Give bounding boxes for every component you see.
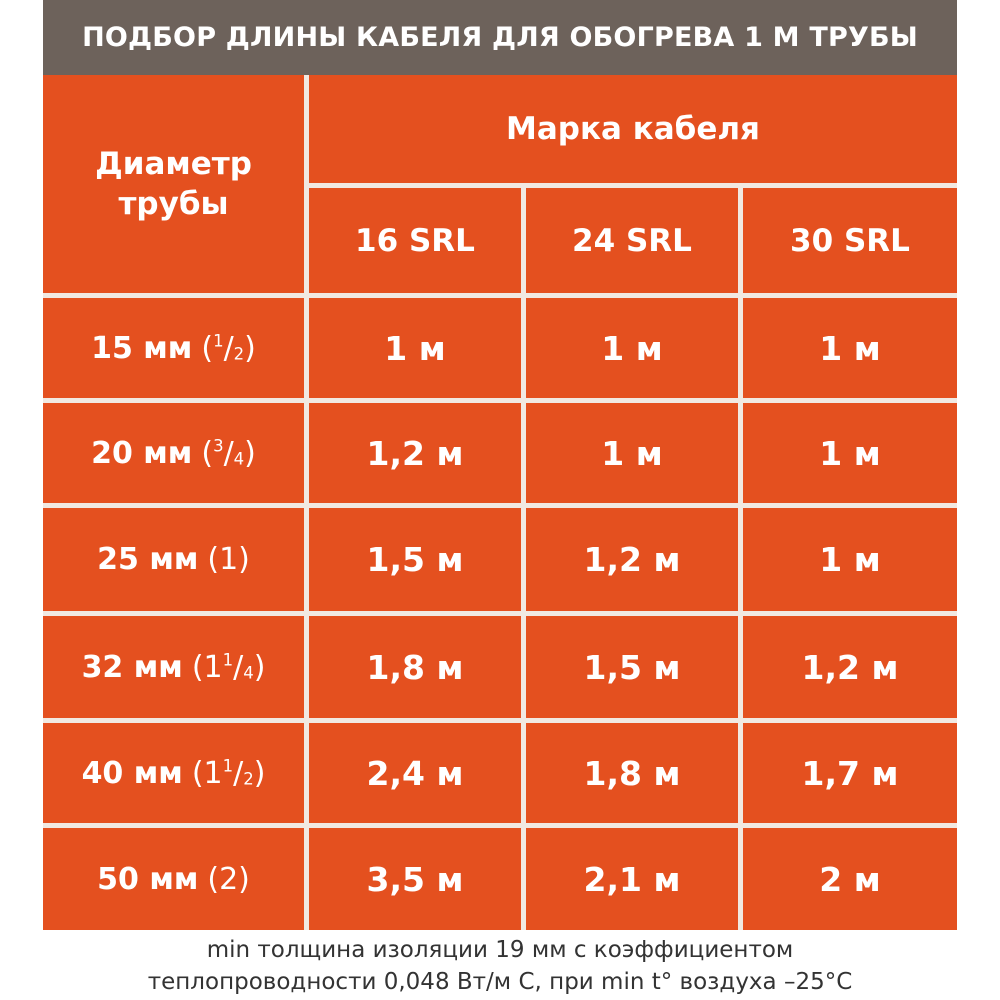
cable-brand-header: Марка кабеля <box>309 75 957 183</box>
diameter-column-header: Диаметр трубы <box>43 75 304 293</box>
diameter-value: 50 мм <box>97 861 199 897</box>
cable-length-cell: 2,1 м <box>526 828 738 930</box>
inch-size: (3/4) <box>201 435 256 471</box>
brand-column-header-text: 30 SRL <box>790 222 910 259</box>
cable-length-cell: 2 м <box>743 828 957 930</box>
inch-size: (11/4) <box>191 649 266 685</box>
footnote-line-2: теплопроводности 0,048 Вт/м С, при min t… <box>147 969 853 995</box>
diameter-header-line-1: Диаметр <box>95 146 252 182</box>
cable-length-cell: 1,8 м <box>309 616 521 718</box>
diameter-value: 40 мм <box>81 755 183 791</box>
footnote-line-1: min толщина изоляции 19 мм с коэффициент… <box>206 937 794 963</box>
cable-length-cell: 1,8 м <box>526 723 738 823</box>
cable-length-cell: 1 м <box>526 403 738 503</box>
footnote: min толщина изоляции 19 мм с коэффициент… <box>0 930 1000 1000</box>
cable-length-cell: 1 м <box>526 298 738 398</box>
cable-length-cell: 1,7 м <box>743 723 957 823</box>
cable-length-cell: 1,5 м <box>309 508 521 611</box>
cable-length-cell: 1,2 м <box>743 616 957 718</box>
brand-column-header: 30 SRL <box>743 188 957 293</box>
diameter-value: 20 мм <box>91 435 193 471</box>
cable-length-cell: 1 м <box>743 508 957 611</box>
cable-length-table: Диаметр трубы Марка кабеля 16 SRL 24 SRL… <box>43 75 957 930</box>
diameter-cell: 15 мм (1/2) <box>43 298 304 398</box>
cable-length-cell: 1,2 м <box>309 403 521 503</box>
diameter-cell: 40 мм (11/2) <box>43 723 304 823</box>
cable-length-cell: 1 м <box>743 298 957 398</box>
diameter-cell: 50 мм (2) <box>43 828 304 930</box>
diameter-value: 15 мм <box>91 330 193 366</box>
cable-length-cell: 1 м <box>309 298 521 398</box>
diameter-cell: 25 мм (1) <box>43 508 304 611</box>
inch-size: (1) <box>207 542 250 577</box>
brand-column-header: 16 SRL <box>309 188 521 293</box>
brand-column-header-text: 16 SRL <box>355 222 475 259</box>
cable-length-cell: 3,5 м <box>309 828 521 930</box>
diameter-value: 32 мм <box>81 649 183 685</box>
diameter-value: 25 мм <box>97 542 199 577</box>
cable-length-cell: 1,5 м <box>526 616 738 718</box>
cable-length-cell: 1,2 м <box>526 508 738 611</box>
diameter-header-line-2: трубы <box>118 186 229 222</box>
diameter-cell: 32 мм (11/4) <box>43 616 304 718</box>
cable-brand-header-text: Марка кабеля <box>506 111 760 147</box>
table-title: ПОДБОР ДЛИНЫ КАБЕЛЯ ДЛЯ ОБОГРЕВА 1 М ТРУ… <box>43 0 957 75</box>
brand-column-header-text: 24 SRL <box>572 222 692 259</box>
brand-column-header: 24 SRL <box>526 188 738 293</box>
cable-length-cell: 2,4 м <box>309 723 521 823</box>
cable-length-cell: 1 м <box>743 403 957 503</box>
inch-size: (1/2) <box>201 330 256 366</box>
inch-size: (2) <box>207 861 250 897</box>
diameter-cell: 20 мм (3/4) <box>43 403 304 503</box>
table-title-text: ПОДБОР ДЛИНЫ КАБЕЛЯ ДЛЯ ОБОГРЕВА 1 М ТРУ… <box>82 22 918 53</box>
inch-size: (11/2) <box>191 755 266 791</box>
